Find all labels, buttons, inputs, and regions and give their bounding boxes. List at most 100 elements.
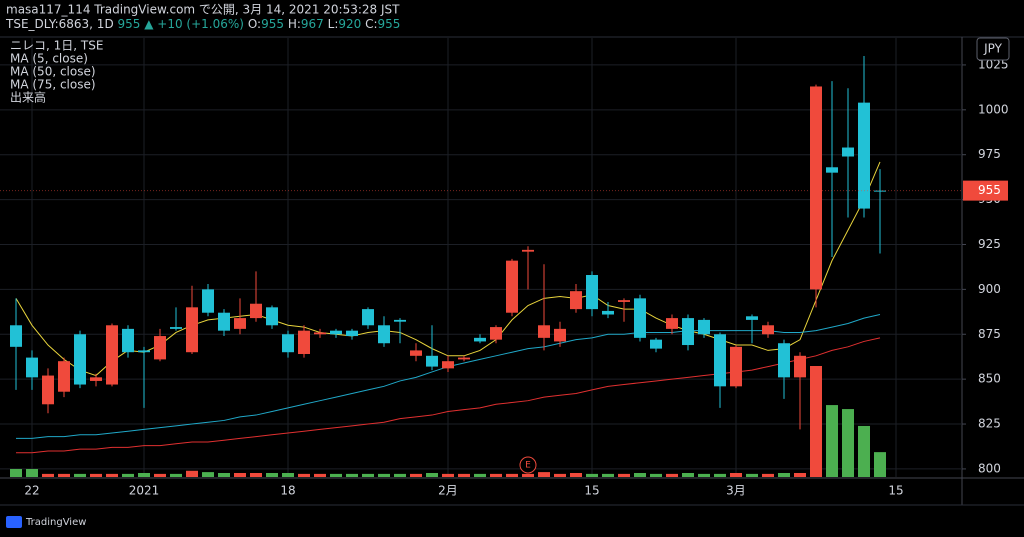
x-tick-label: 22	[24, 484, 39, 498]
candle-body	[282, 334, 294, 353]
price-tag	[963, 180, 1008, 201]
c-label: C:	[365, 17, 377, 31]
volume-bar	[314, 473, 326, 477]
candle-body	[10, 325, 22, 347]
candle-body	[682, 318, 694, 346]
currency-box[interactable]	[976, 37, 1010, 61]
volume-bar	[218, 473, 230, 477]
candle-body	[314, 332, 326, 335]
candle-body	[810, 86, 822, 290]
candle-body	[778, 343, 790, 378]
y-tick-label: 975	[978, 147, 1001, 161]
logo-text: TradingView	[25, 517, 86, 528]
volume-bar	[682, 473, 694, 477]
x-tick-label: 2月	[438, 484, 458, 498]
candle-body	[554, 328, 566, 342]
candle-body	[618, 300, 630, 302]
x-tick-label: 18	[280, 484, 295, 498]
event-label: E	[525, 461, 531, 471]
legend-title: ニレコ, 1日, TSE	[10, 39, 103, 53]
candle-body	[634, 298, 646, 338]
candle-body	[218, 312, 230, 331]
c-value: 955	[378, 17, 401, 31]
volume-bar	[602, 473, 614, 477]
candle-body	[90, 377, 102, 381]
l-value: 920	[338, 17, 361, 31]
legend-item: 出来高	[10, 90, 46, 105]
axes: 8008258508759009259509751000102522202118…	[24, 57, 1008, 497]
volume-bar	[234, 473, 246, 477]
volume-bar	[634, 473, 646, 477]
candle-body	[474, 337, 486, 342]
volume-bar	[714, 473, 726, 477]
x-tick-label: 2021	[129, 484, 160, 498]
candle-body	[586, 275, 598, 310]
candle-body	[122, 328, 134, 353]
volume-bar	[42, 473, 54, 477]
y-tick-label: 1000	[978, 102, 1009, 116]
candle-body	[330, 330, 342, 335]
volume-bar	[58, 473, 70, 477]
candle-body	[714, 334, 726, 387]
candle-body	[490, 327, 502, 340]
volume-bar	[746, 473, 758, 477]
volume-bar	[26, 469, 38, 477]
volume-bar	[202, 472, 214, 477]
candle-body	[298, 330, 310, 355]
o-label: O:	[248, 17, 261, 31]
x-tick-label: 15	[584, 484, 599, 498]
volume-bar	[410, 473, 422, 477]
volume-bar	[442, 473, 454, 477]
candle-body	[106, 325, 118, 385]
y-tick-label: 825	[978, 417, 1001, 431]
volume-bar	[698, 473, 710, 477]
candles	[10, 55, 886, 430]
candle-body	[522, 249, 534, 252]
volume-bar	[586, 473, 598, 477]
volume-bar	[362, 473, 374, 477]
volume-bar	[522, 473, 534, 477]
volume-bar	[346, 473, 358, 477]
candle-body	[138, 350, 150, 353]
change: ▲ +10 (+1.06%)	[144, 17, 244, 31]
candle-body	[42, 375, 54, 405]
volume-bar	[298, 473, 310, 477]
volume-bar	[666, 473, 678, 477]
volume-bar	[186, 470, 198, 477]
candle-body	[458, 357, 470, 360]
currency[interactable]: JPY	[983, 42, 1003, 56]
candle-body	[266, 307, 278, 326]
o-value: 955	[261, 17, 284, 31]
volume-bar	[458, 473, 470, 477]
volume-bar	[826, 405, 838, 477]
volume-bar	[330, 473, 342, 477]
candle-body	[794, 355, 806, 378]
volume-bar	[538, 472, 550, 477]
candle-body	[698, 319, 710, 335]
x-tick-label: 3月	[726, 484, 746, 498]
candle-body	[362, 309, 374, 326]
price-tag-label: 955	[978, 183, 1001, 197]
volume-bar	[138, 473, 150, 477]
symbol: TSE_DLY:6863, 1D	[5, 17, 114, 31]
y-tick-label: 875	[978, 327, 1001, 341]
candle-body	[826, 167, 838, 173]
h-label: H:	[288, 17, 301, 31]
y-tick-label: 925	[978, 237, 1001, 251]
volume-bar	[250, 473, 262, 477]
candle-body	[234, 318, 246, 329]
y-tick-label: 800	[978, 461, 1001, 475]
volume-bar	[74, 473, 86, 477]
volume-bar	[394, 473, 406, 477]
volume-bar	[266, 473, 278, 477]
volume	[10, 366, 886, 477]
candle-body	[250, 303, 262, 319]
volume-bar	[106, 473, 118, 477]
header-line: masa117_114 TradingView.com で公開, 3月 14, …	[6, 3, 400, 17]
x-tick-label: 15	[888, 484, 903, 498]
candle-body	[762, 325, 774, 335]
volume-bar	[762, 473, 774, 477]
legend-item: MA (5, close)	[10, 52, 88, 66]
candle-body	[394, 319, 406, 322]
